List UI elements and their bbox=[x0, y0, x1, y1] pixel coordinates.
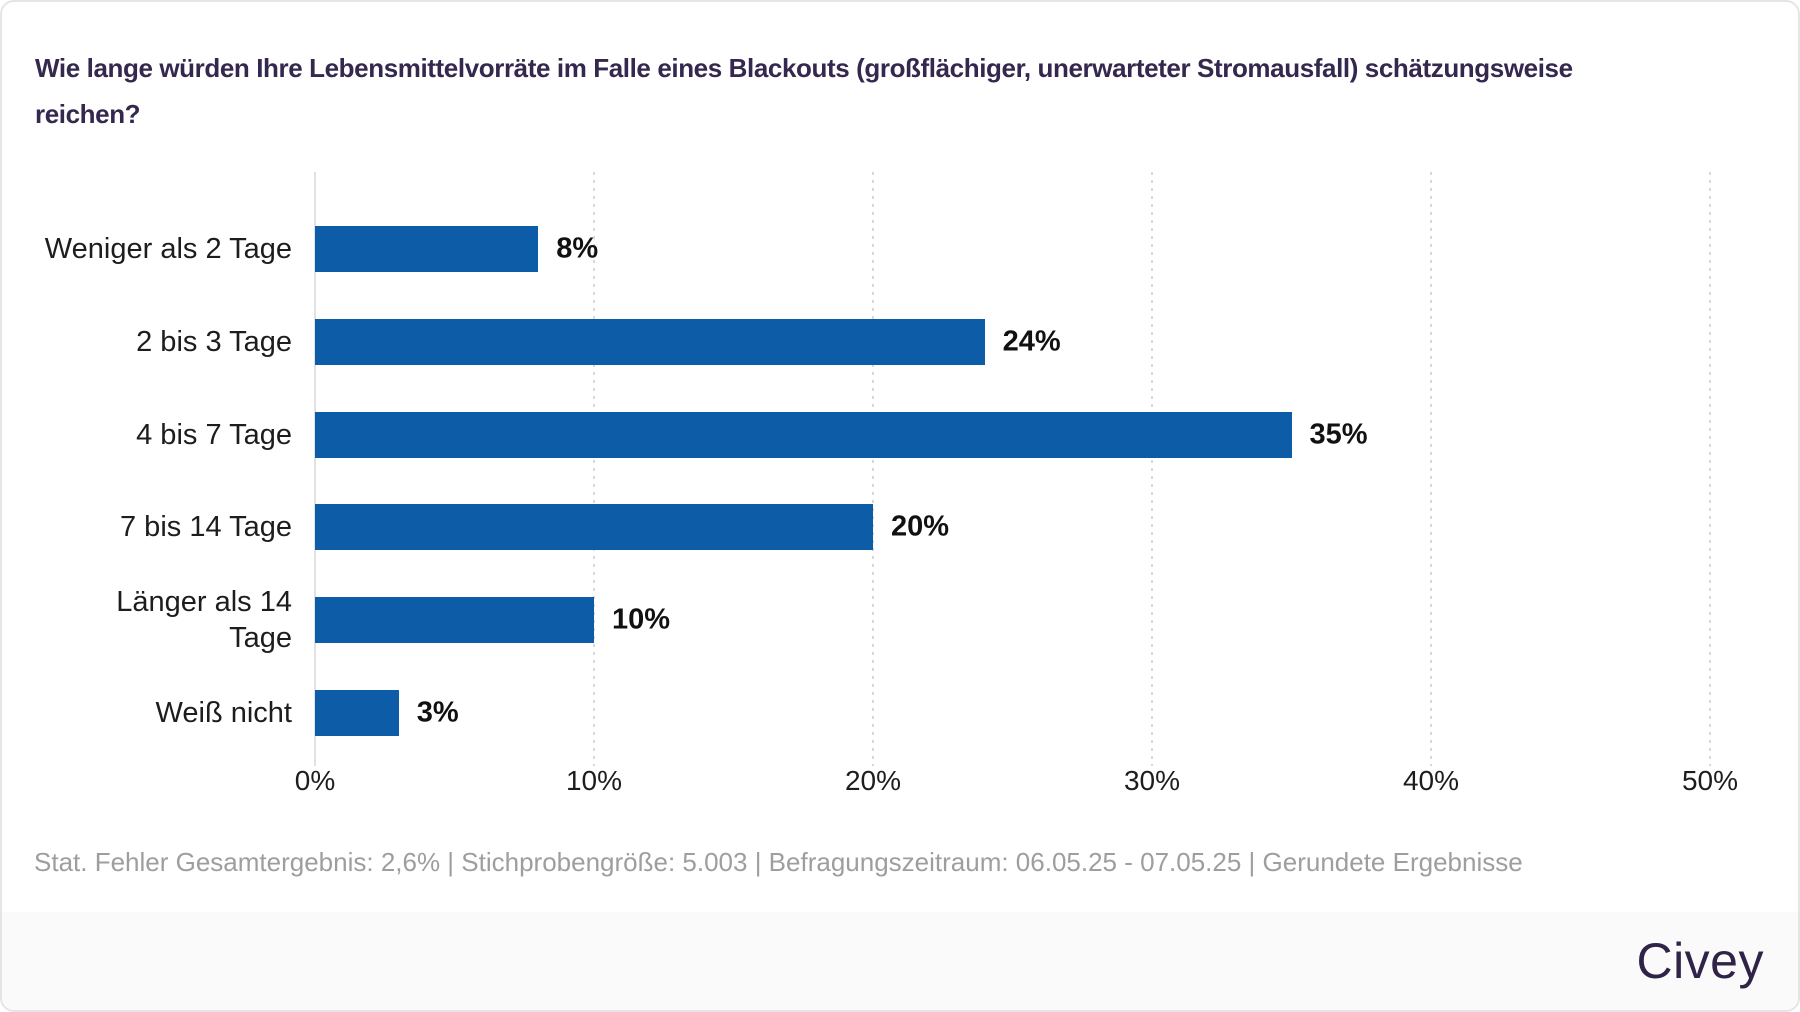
title-line-1: Wie lange würden Ihre Lebensmittelvorrät… bbox=[35, 53, 1573, 83]
grid-line-30 bbox=[1151, 172, 1153, 766]
bar bbox=[315, 690, 399, 736]
x-tick-label: 20% bbox=[844, 765, 902, 796]
bar-value-label: 3% bbox=[416, 696, 459, 729]
civey-logo: Civey bbox=[1636, 933, 1764, 989]
x-tick-label: 30% bbox=[1123, 765, 1181, 796]
bar bbox=[315, 226, 539, 272]
grid-line-20 bbox=[872, 172, 874, 766]
bar-value-label: 10% bbox=[612, 603, 671, 636]
grid-line-10 bbox=[593, 172, 595, 766]
category-label: 7 bis 14 Tage bbox=[120, 511, 292, 544]
chart-plot-area: 8% 24% 35% 20% 10% 3% bbox=[314, 172, 1711, 766]
category-label: Weiß nicht bbox=[155, 697, 292, 729]
title-line-2: reichen? bbox=[35, 99, 141, 129]
category-label: 4 bis 7 Tage bbox=[136, 418, 292, 451]
bar bbox=[315, 318, 985, 365]
bar bbox=[315, 411, 1292, 458]
x-tick-label: 10% bbox=[565, 765, 623, 796]
grid-line-40 bbox=[1430, 172, 1432, 766]
bar bbox=[315, 597, 594, 644]
bar-value-label: 35% bbox=[1309, 418, 1368, 451]
x-tick-label: 50% bbox=[1681, 765, 1739, 796]
bar-value-label: 8% bbox=[556, 232, 599, 265]
methodology-note: Stat. Fehler Gesamtergebnis: 2,6% | Stic… bbox=[34, 847, 1523, 877]
category-label: Weniger als 2 Tage bbox=[44, 233, 292, 265]
brand-footer: Civey bbox=[2, 912, 1798, 1010]
bar-value-label: 20% bbox=[891, 510, 950, 543]
x-tick-label: 40% bbox=[1402, 765, 1460, 796]
y-axis-line bbox=[314, 172, 316, 766]
grid-line-50 bbox=[1709, 172, 1711, 766]
bar-value-label: 24% bbox=[1002, 325, 1061, 358]
survey-question-title: Wie lange würden Ihre Lebensmittelvorrät… bbox=[35, 45, 1759, 137]
bar bbox=[315, 504, 873, 551]
category-label: Länger als 14 Tage bbox=[116, 586, 292, 655]
x-tick-label: 0% bbox=[294, 765, 336, 796]
category-label: 2 bis 3 Tage bbox=[136, 325, 292, 358]
